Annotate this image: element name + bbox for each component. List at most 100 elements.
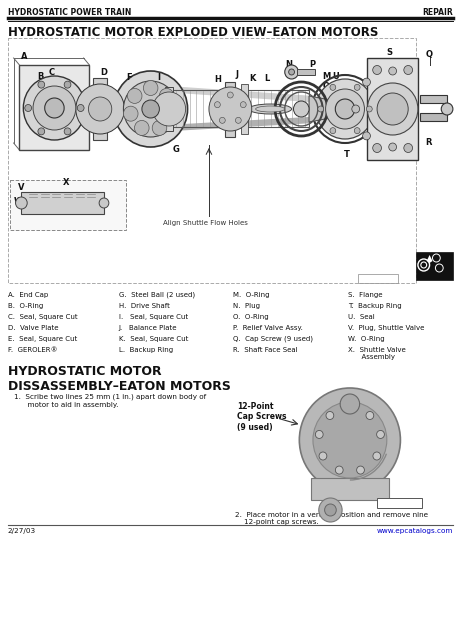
- Circle shape: [366, 106, 372, 112]
- Circle shape: [389, 143, 397, 151]
- Text: C: C: [49, 68, 55, 77]
- Ellipse shape: [255, 106, 285, 112]
- Text: KV31123: KV31123: [359, 275, 385, 280]
- Text: HYDROSTATIC POWER TRAIN: HYDROSTATIC POWER TRAIN: [8, 8, 131, 17]
- Text: 2/27/03: 2/27/03: [8, 528, 36, 534]
- Bar: [19, 65, 90, 150]
- Circle shape: [300, 388, 401, 492]
- Circle shape: [373, 143, 382, 152]
- Text: HYDROSTATIC MOTOR EXPLODED VIEW–EATON MOTORS: HYDROSTATIC MOTOR EXPLODED VIEW–EATON MO…: [8, 26, 378, 39]
- Text: N.  Plug: N. Plug: [233, 303, 260, 309]
- Text: A: A: [21, 52, 28, 61]
- Text: C.  Seal, Square Cut: C. Seal, Square Cut: [8, 314, 77, 320]
- Text: U.  Seal: U. Seal: [348, 314, 374, 320]
- Circle shape: [319, 498, 342, 522]
- Circle shape: [336, 466, 343, 474]
- Circle shape: [64, 81, 71, 88]
- Circle shape: [38, 81, 45, 88]
- Circle shape: [25, 104, 32, 111]
- Circle shape: [377, 430, 384, 439]
- Bar: [10, 180, 127, 230]
- Circle shape: [363, 132, 370, 140]
- Text: J: J: [235, 70, 238, 79]
- Circle shape: [143, 80, 158, 95]
- Circle shape: [315, 430, 323, 439]
- Circle shape: [128, 88, 142, 104]
- Polygon shape: [309, 96, 330, 122]
- Circle shape: [219, 118, 225, 123]
- Circle shape: [99, 198, 109, 208]
- Circle shape: [335, 99, 355, 119]
- Circle shape: [77, 104, 84, 111]
- Text: O.  O-Ring: O. O-Ring: [233, 314, 269, 320]
- Text: P.  Relief Valve Assy.: P. Relief Valve Assy.: [233, 325, 303, 331]
- Circle shape: [214, 102, 220, 107]
- Circle shape: [123, 106, 138, 121]
- Text: B: B: [37, 72, 43, 81]
- Circle shape: [159, 88, 174, 104]
- Bar: [151, 90, 309, 127]
- Circle shape: [354, 128, 360, 133]
- Circle shape: [33, 86, 76, 130]
- Bar: [416, 252, 453, 280]
- Circle shape: [373, 452, 381, 460]
- Bar: [93, 78, 107, 140]
- Bar: [21, 192, 104, 214]
- Text: S.  Flange: S. Flange: [348, 292, 383, 298]
- Circle shape: [76, 84, 124, 134]
- Circle shape: [16, 197, 27, 209]
- Text: B.  O-Ring: B. O-Ring: [8, 303, 43, 309]
- Text: M.  O-Ring: M. O-Ring: [233, 292, 270, 298]
- Circle shape: [153, 92, 186, 126]
- Circle shape: [340, 394, 360, 414]
- Text: N: N: [286, 60, 293, 69]
- Text: KV31123: KV31123: [360, 275, 388, 280]
- Circle shape: [38, 128, 45, 135]
- Bar: [297, 69, 315, 75]
- Circle shape: [142, 100, 159, 118]
- Text: E.  Seal, Square Cut: E. Seal, Square Cut: [8, 336, 77, 342]
- Text: KV18874: KV18874: [379, 499, 407, 504]
- Circle shape: [228, 92, 233, 98]
- Circle shape: [293, 101, 309, 117]
- Circle shape: [404, 66, 412, 75]
- Circle shape: [285, 65, 298, 79]
- Circle shape: [377, 93, 408, 125]
- Bar: [311, 478, 389, 500]
- Bar: [226, 82, 235, 137]
- Text: M: M: [323, 72, 331, 81]
- Text: W.  O-Ring: W. O-Ring: [348, 336, 384, 342]
- Circle shape: [441, 103, 453, 115]
- Circle shape: [326, 411, 334, 420]
- Text: T.  Backup Ring: T. Backup Ring: [348, 303, 401, 309]
- Text: V: V: [18, 183, 24, 192]
- Text: 2.  Place motor in a vertical position and remove nine
    12-point cap screws.: 2. Place motor in a vertical position an…: [235, 512, 428, 525]
- Text: R: R: [426, 138, 432, 147]
- Text: D: D: [100, 68, 107, 77]
- Text: V.  Plug, Shuttle Valve: V. Plug, Shuttle Valve: [348, 325, 424, 331]
- Text: 1.  Scribe two lines 25 mm (1 in.) apart down body of
      motor to aid in asse: 1. Scribe two lines 25 mm (1 in.) apart …: [14, 394, 206, 408]
- Bar: [358, 274, 399, 283]
- Circle shape: [236, 118, 241, 123]
- Text: K: K: [249, 74, 255, 83]
- Circle shape: [135, 121, 149, 135]
- Circle shape: [89, 97, 112, 121]
- Text: F: F: [127, 73, 132, 82]
- Circle shape: [389, 67, 397, 75]
- Circle shape: [367, 83, 418, 135]
- Circle shape: [356, 466, 365, 474]
- Text: O: O: [323, 82, 329, 91]
- Text: Q.  Cap Screw (9 used): Q. Cap Screw (9 used): [233, 336, 313, 343]
- Text: Align Shuttle Flow Holes: Align Shuttle Flow Holes: [163, 220, 248, 226]
- Circle shape: [330, 128, 336, 133]
- Text: Q: Q: [426, 50, 433, 59]
- Text: H.  Drive Shaft: H. Drive Shaft: [118, 303, 169, 309]
- Circle shape: [319, 452, 327, 460]
- Bar: [420, 95, 447, 103]
- Text: REPAIR: REPAIR: [422, 8, 453, 17]
- Text: L: L: [264, 74, 270, 83]
- Circle shape: [152, 121, 167, 135]
- Circle shape: [346, 404, 354, 412]
- Text: G.  Steel Ball (2 used): G. Steel Ball (2 used): [118, 292, 195, 298]
- Circle shape: [313, 402, 387, 478]
